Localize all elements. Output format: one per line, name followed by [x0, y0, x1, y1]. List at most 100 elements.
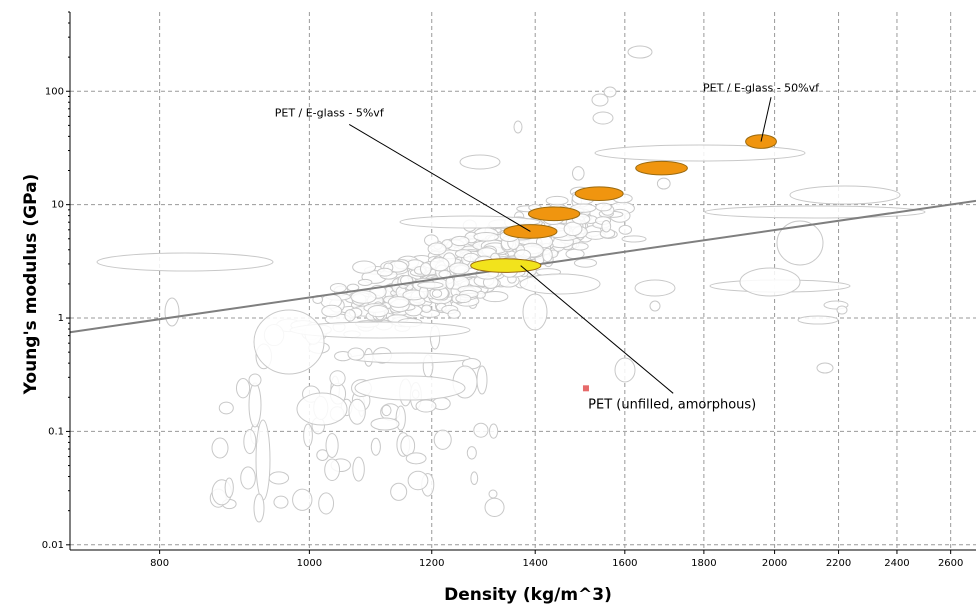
highlighted-material-bubble: [527, 206, 581, 222]
material-bubble: [255, 419, 271, 501]
material-bubble: [417, 281, 444, 289]
material-bubble: [273, 495, 289, 509]
material-bubble: [476, 365, 488, 395]
material-bubble: [268, 471, 290, 485]
material-bubble: [240, 466, 256, 490]
material-bubble: [627, 45, 653, 59]
x-tick-label: 2600: [938, 558, 963, 569]
material-bubble: [352, 456, 365, 482]
material-bubble: [522, 293, 548, 331]
material-bubble: [253, 493, 265, 523]
plot-frame: [69, 12, 976, 551]
material-bubble: [348, 398, 366, 425]
annotation-leader-line: [520, 265, 674, 394]
material-bubble: [603, 86, 617, 98]
material-bubble: [797, 315, 839, 325]
material-bubble: [318, 492, 335, 515]
material-bubble: [484, 497, 505, 517]
material-bubble: [324, 458, 341, 482]
material-bubble: [621, 235, 647, 243]
material-bubble: [296, 392, 348, 426]
material-bubble: [429, 257, 450, 272]
annotation-label: PET / E-glass - 50%vf: [703, 81, 820, 94]
annotation-leader-line: [760, 97, 772, 142]
material-bubble: [656, 177, 671, 190]
y-tick-label: 100: [45, 86, 64, 97]
material-bubble: [344, 309, 356, 322]
y-tick-label: 0.1: [48, 426, 64, 437]
material-bubble: [739, 267, 801, 297]
x-tick-label: 1600: [612, 558, 637, 569]
highlighted-material-bubble: [470, 258, 542, 273]
material-bubble: [634, 279, 676, 297]
material-bubble: [594, 144, 806, 162]
material-bubble: [488, 423, 499, 439]
material-bubble: [349, 352, 471, 364]
material-bubble: [387, 296, 410, 308]
material-bubble: [407, 470, 429, 491]
material-bubble: [248, 382, 262, 428]
material-bubble: [573, 258, 598, 268]
x-tick-label: 2200: [826, 558, 851, 569]
material-bubble: [292, 488, 313, 511]
x-tick-label: 2400: [884, 558, 909, 569]
material-bubble: [354, 375, 466, 401]
highlighted-materials: [470, 134, 777, 392]
material-bubble: [595, 202, 612, 212]
material-bubble: [347, 347, 365, 361]
material-bubble: [164, 297, 180, 327]
tick-labels: 800 1000 1200 1400 1600 1800 2000 2200 2400 2600 0…: [42, 11, 963, 569]
material-bubble: [352, 260, 377, 274]
material-bubble: [303, 423, 313, 448]
material-bubble: [470, 471, 479, 486]
material-bubble: [519, 273, 601, 295]
material-bubble: [836, 305, 848, 315]
material-bubble: [447, 309, 461, 319]
material-bubble: [370, 437, 381, 456]
material-bubble: [614, 357, 636, 383]
material-bubble: [399, 215, 541, 229]
material-bubble: [563, 221, 583, 237]
pet-unfilled-marker: [582, 385, 589, 392]
material-bubble: [466, 446, 477, 460]
material-bubble: [419, 262, 432, 276]
material-bubble: [601, 219, 612, 233]
y-axis-title: Young's modulus (GPa): [21, 174, 41, 396]
x-tick-label: 2000: [762, 558, 787, 569]
material-bubble: [618, 224, 633, 235]
annotations: PET / E-glass - 5%vf PET / E-glass - 50%v…: [275, 81, 820, 412]
material-bubble: [325, 433, 339, 458]
material-bubble: [421, 304, 432, 313]
material-bubble: [704, 205, 926, 219]
material-bubble: [649, 300, 661, 312]
material-bubble: [350, 290, 377, 304]
x-tick-label: 800: [150, 558, 169, 569]
material-bubble: [357, 278, 373, 286]
material-bubble: [218, 401, 234, 415]
x-tick-label: 1800: [691, 558, 716, 569]
material-bubble: [367, 305, 389, 318]
x-tick-label: 1400: [522, 558, 547, 569]
material-bubble: [431, 289, 443, 298]
material-bubble: [481, 290, 509, 303]
material-bubble: [211, 437, 229, 459]
material-bubble: [427, 242, 447, 256]
material-bubble: [415, 399, 437, 413]
material-bubble: [473, 232, 499, 242]
material-bubble: [390, 482, 408, 501]
x-tick-label: 1200: [419, 558, 444, 569]
material-bubble: [542, 247, 553, 263]
material-bubble: [96, 252, 274, 272]
material-bubble: [224, 477, 234, 498]
highlighted-material-bubble: [635, 160, 688, 176]
x-axis-title: Density (kg/m^3): [444, 585, 612, 605]
x-tick-label: 1000: [297, 558, 322, 569]
material-bubble: [243, 429, 257, 455]
material-bubble: [789, 185, 901, 205]
material-bubble: [459, 154, 501, 170]
material-bubble: [455, 294, 472, 304]
material-bubble: [405, 452, 427, 465]
y-tick-label: 10: [51, 200, 64, 211]
highlighted-material-bubble: [574, 186, 624, 201]
material-bubble: [329, 282, 347, 293]
